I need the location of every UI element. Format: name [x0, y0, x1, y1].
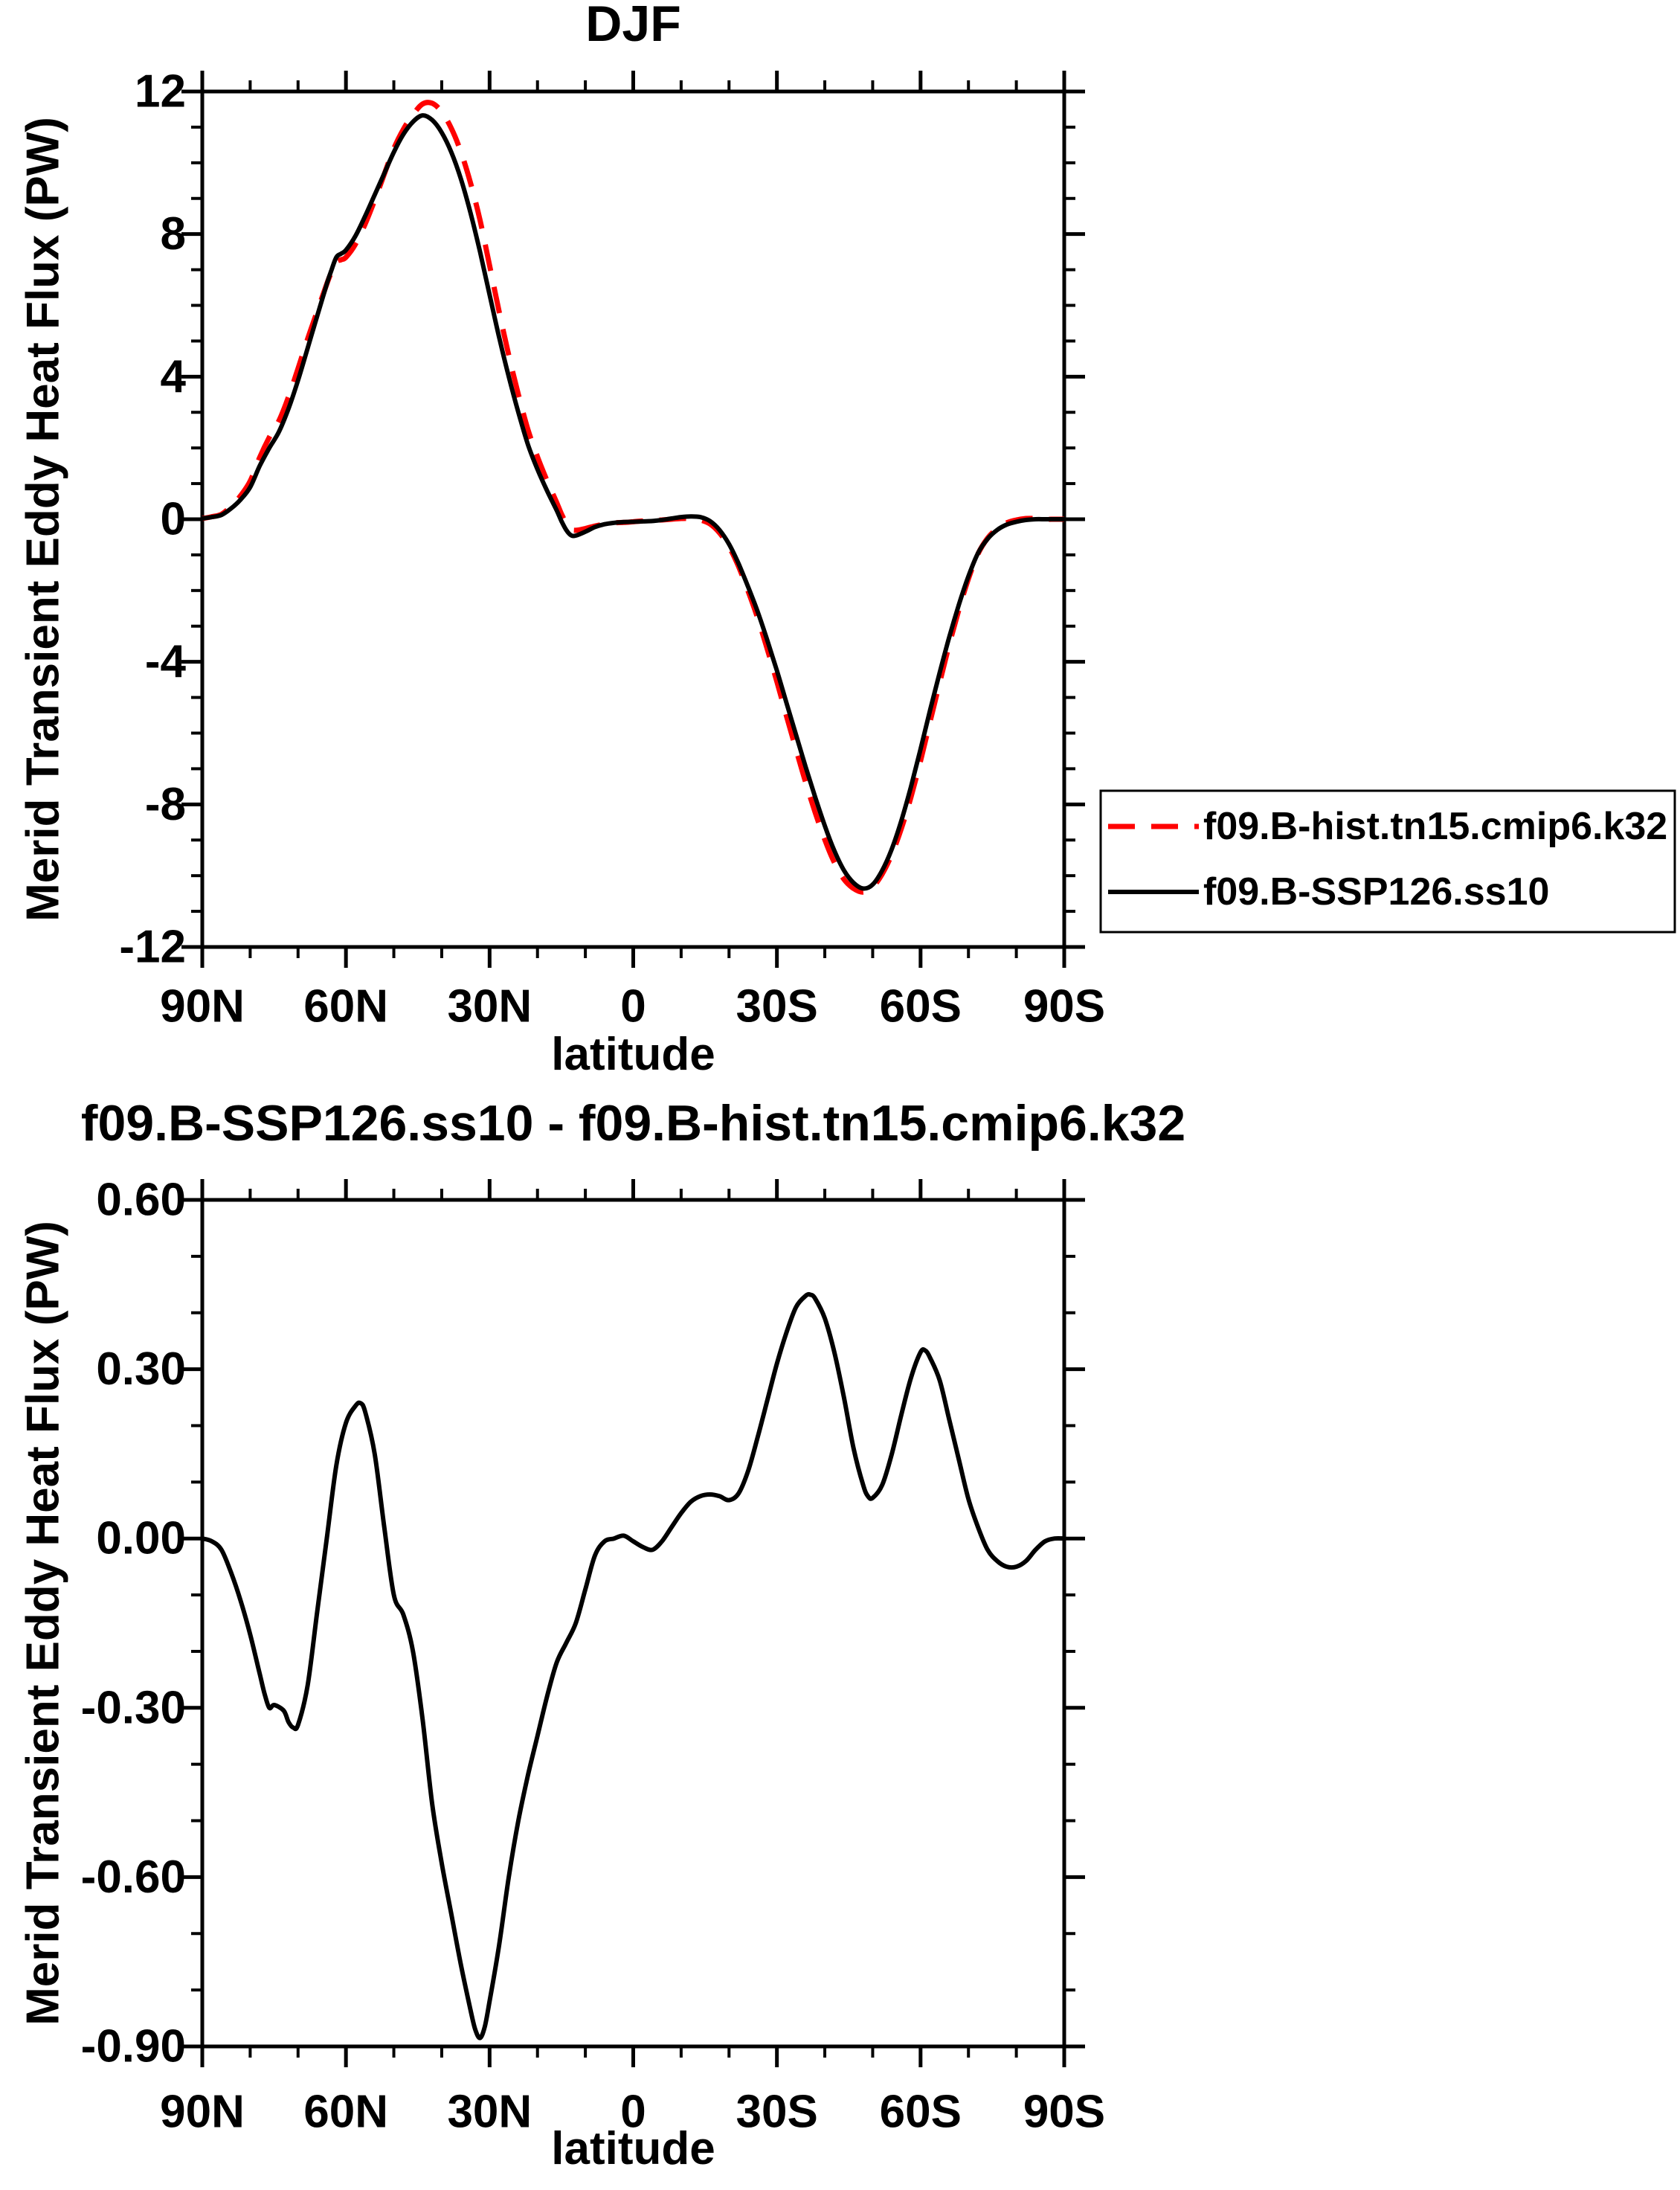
x-tick-label: 60S [880, 981, 962, 1033]
chart-title: DJF [585, 0, 680, 52]
legend: f09.B-hist.tn15.cmip6.k32 f09.B-SSP126.ss… [1099, 789, 1676, 934]
series-line-ssp126 [200, 113, 1066, 891]
chart-title: f09.B-SSP126.ss10 - f09.B-hist.tn15.cmip… [81, 1095, 1185, 1152]
y-tick-label: -8 [145, 779, 186, 830]
x-tick-label: 30S [736, 981, 818, 1033]
x-tick-label: 0 [620, 2087, 646, 2138]
axis-ticks [181, 71, 1085, 968]
x-tick-label: 30S [736, 2087, 818, 2138]
x-tick-label: 60N [303, 981, 388, 1033]
y-axis-title: Merid Transient Eddy Heat Flux (PW) [18, 1221, 69, 2026]
y-tick-label: 8 [161, 208, 186, 260]
x-axis-title: latitude [551, 2123, 715, 2174]
x-axis-title: latitude [551, 1029, 715, 1080]
x-tick-label: 90N [160, 981, 245, 1033]
y-tick-label: -0.60 [81, 1852, 186, 1903]
legend-box [1099, 789, 1676, 934]
series-line-hist [202, 100, 1064, 895]
y-tick-label: -0.30 [81, 1682, 186, 1733]
y-tick-label: 4 [161, 351, 187, 402]
y-axis-title: Merid Transient Eddy Heat Flux (PW) [18, 117, 69, 922]
y-tick-label: -12 [119, 922, 186, 973]
y-tick-label: 12 [135, 66, 186, 118]
legend-label: f09.B-hist.tn15.cmip6.k32 [1203, 805, 1667, 848]
x-tick-label: 60N [303, 2087, 388, 2138]
y-tick-label: 0.30 [96, 1343, 186, 1395]
series-line-difference [200, 1291, 1066, 2040]
y-tick-label: 0.60 [96, 1175, 186, 1226]
axis-ticks [181, 1179, 1085, 2067]
x-tick-label: 0 [620, 981, 646, 1033]
x-tick-label: 30N [447, 981, 532, 1033]
legend-label: f09.B-SSP126.ss10 [1203, 870, 1549, 913]
plot-frame [200, 1198, 1066, 2049]
x-tick-label: 60S [880, 2087, 962, 2138]
y-tick-label: -0.90 [81, 2021, 186, 2072]
y-tick-label: -4 [145, 636, 187, 687]
x-tick-label: 90N [160, 2087, 245, 2138]
x-tick-label: 90S [1023, 981, 1105, 1033]
chart-difference: 90N 60N 30N 0 30S 60S 90S 0.60 0.30 0.00 -0.30 -0.6… [18, 1095, 1186, 2174]
y-tick-label: 0.00 [96, 1513, 186, 1564]
chart-top: 90N 60N 30N 0 30S 60S 90S 12 8 4 0 -4 -8 -12 DJF latitu… [18, 0, 1106, 1080]
x-tick-label: 90S [1023, 2087, 1105, 2138]
x-tick-label: 30N [447, 2087, 532, 2138]
y-tick-label: 0 [161, 494, 186, 545]
